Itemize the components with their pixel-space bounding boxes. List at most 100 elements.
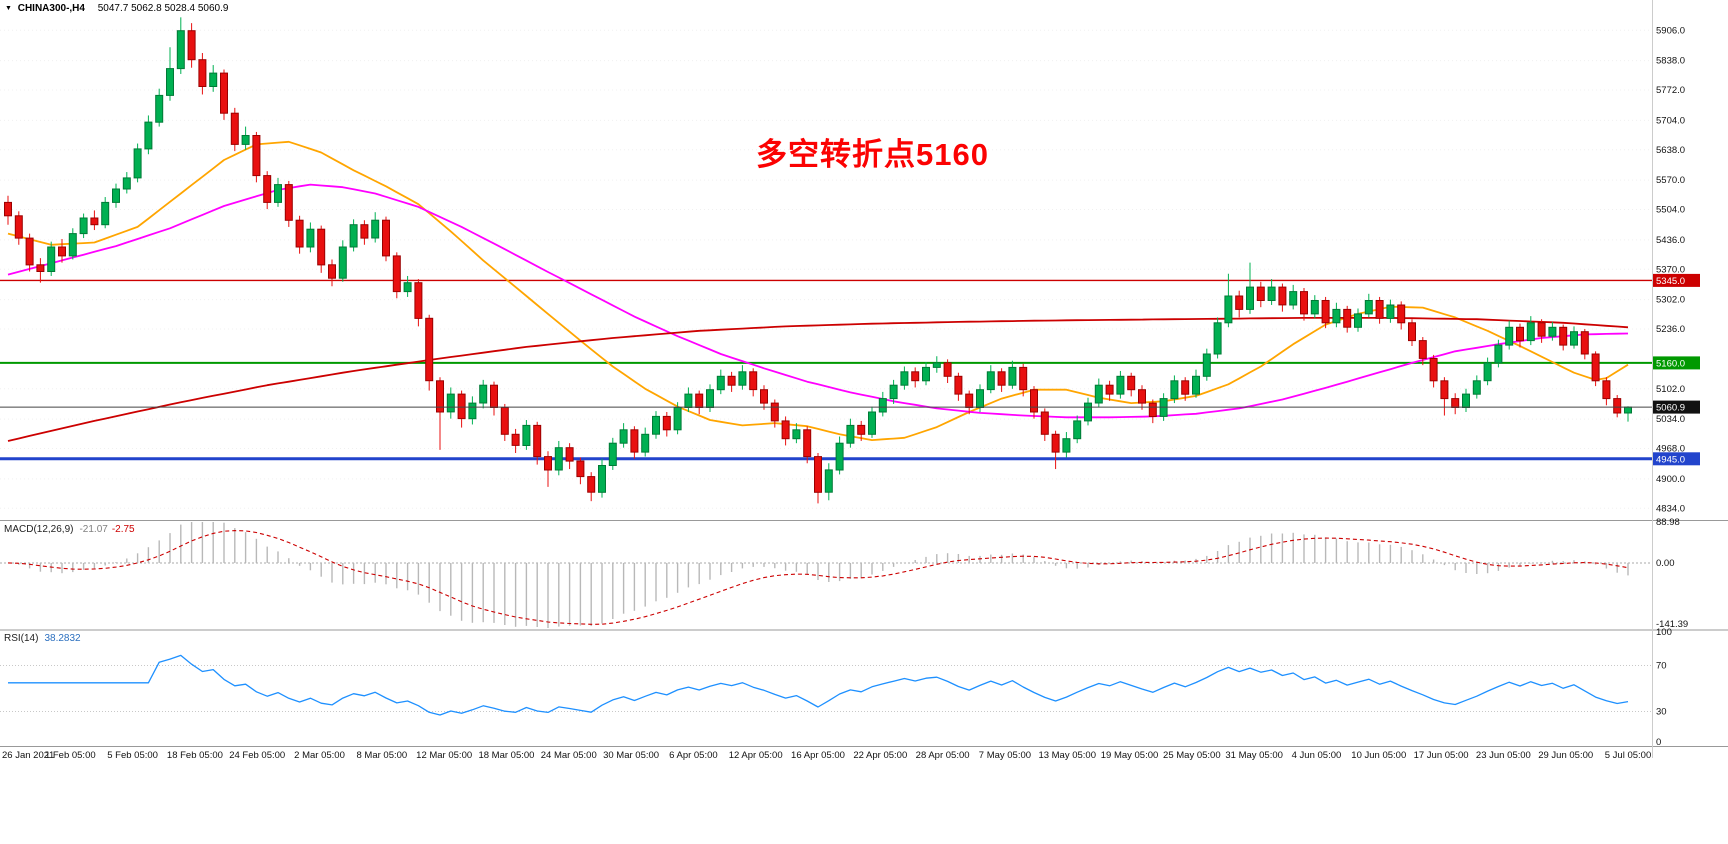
candle-body: [490, 384, 498, 409]
candle-body: [295, 219, 304, 248]
candle-body: [1624, 406, 1632, 414]
date-axis-label: 16 Apr 05:00: [791, 750, 845, 761]
candle-body: [922, 366, 930, 382]
candle-body: [1591, 353, 1600, 382]
candle-body: [662, 415, 671, 431]
candle-body: [176, 30, 185, 70]
candle-body: [986, 371, 995, 391]
annotation-text: 多空转折点5160: [756, 137, 989, 172]
rsi-axis-label: 0: [1656, 737, 1661, 748]
candle-body: [965, 393, 974, 409]
candle-body: [706, 389, 714, 409]
candle-body: [468, 402, 477, 420]
candle-body: [932, 362, 941, 368]
candle-body: [1235, 295, 1244, 310]
candle-body: [1105, 384, 1114, 395]
macd-signal-value: -2.75: [111, 524, 135, 535]
candle-body: [349, 224, 358, 248]
candle-body: [360, 224, 369, 239]
candle-body: [263, 175, 272, 203]
price-badge: 5160.0: [1656, 358, 1685, 369]
date-axis-label: 7 May 05:00: [979, 750, 1031, 761]
rsi-axis-label: 70: [1656, 661, 1667, 672]
candle-body: [1094, 384, 1103, 404]
candle-body: [338, 246, 347, 279]
candle-body: [144, 121, 153, 150]
candle-body: [1570, 331, 1578, 346]
price-axis-label: 5570.0: [1656, 175, 1685, 186]
price-axis-label: 5034.0: [1656, 414, 1685, 425]
candle-body: [25, 237, 34, 266]
candle-body: [4, 201, 12, 217]
price-axis-label: 5638.0: [1656, 145, 1685, 156]
date-axis-label: 8 Mar 05:00: [356, 750, 407, 761]
rsi-axis-label: 100: [1656, 627, 1672, 638]
candle-body: [749, 371, 758, 391]
candle-body: [781, 420, 790, 440]
candle-body: [1343, 308, 1352, 328]
date-axis-label: 6 Apr 05:00: [669, 750, 718, 761]
candle-body: [824, 469, 833, 493]
date-axis-label: 5 Feb 05:00: [107, 750, 158, 761]
candle-body: [1008, 366, 1017, 386]
chart-title: ▼ CHINA300-,H4 5047.7 5062.8 5028.4 5060…: [5, 3, 228, 14]
candle-body: [1213, 322, 1222, 355]
candle-body: [230, 112, 239, 145]
ma-slow-line: [7, 316, 1629, 442]
candle-body: [1462, 393, 1470, 409]
candle-body: [187, 30, 196, 61]
candle-body: [1202, 353, 1211, 377]
date-axis-label: 26 Jan 2021: [2, 750, 54, 761]
candle-body: [533, 424, 542, 458]
price-axis-label: 5906.0: [1656, 25, 1685, 36]
candle-body: [1580, 331, 1589, 355]
candle-body: [317, 228, 326, 266]
candle-body: [328, 264, 336, 279]
candle-body: [976, 389, 984, 409]
candle-body: [414, 282, 423, 319]
macd-axis-label: -141.39: [1656, 619, 1688, 630]
candle-body: [446, 393, 455, 413]
candle-body: [814, 456, 822, 493]
price-badge-bg: [1653, 273, 1700, 287]
price-badge-bg: [1653, 452, 1700, 466]
date-axis-label: 18 Feb 05:00: [167, 750, 223, 761]
ma-mid-line: [7, 183, 1629, 419]
candle-body: [1494, 344, 1503, 364]
candle-body: [641, 433, 650, 453]
candle-body: [457, 393, 466, 420]
date-axis-label: 4 Jun 05:00: [1292, 750, 1342, 761]
candle-body: [101, 201, 110, 226]
price-axis-label: 5504.0: [1656, 205, 1685, 216]
symbol-dropdown-icon[interactable]: ▼: [5, 5, 12, 12]
candle-body: [392, 255, 401, 293]
candle-body: [587, 476, 596, 493]
candle-body: [403, 282, 412, 293]
date-axis-label: 2 Mar 05:00: [294, 750, 345, 761]
candle-body: [1364, 300, 1373, 315]
date-axis-label: 19 May 05:00: [1101, 750, 1159, 761]
candle-body: [252, 135, 261, 177]
candle-body: [306, 228, 315, 248]
candle-body: [79, 217, 88, 235]
candle-body: [630, 429, 639, 453]
price-axis-label: 5236.0: [1656, 324, 1685, 335]
candle-body: [68, 233, 77, 257]
candle-body: [500, 407, 509, 435]
candle-body: [1310, 300, 1319, 315]
candle-body: [1559, 326, 1568, 346]
candle-body: [36, 264, 45, 272]
price-axis-label: 5704.0: [1656, 115, 1685, 126]
price-axis-label: 5436.0: [1656, 235, 1685, 246]
date-axis-label: 25 May 05:00: [1163, 750, 1221, 761]
candle-body: [878, 398, 887, 413]
candle-body: [1548, 326, 1557, 337]
candle-body: [997, 371, 1006, 386]
candle-body: [1332, 308, 1341, 324]
candle-body: [770, 402, 779, 422]
candle-body: [652, 415, 660, 435]
candle-body: [1138, 389, 1146, 404]
candle-body: [1148, 402, 1157, 418]
